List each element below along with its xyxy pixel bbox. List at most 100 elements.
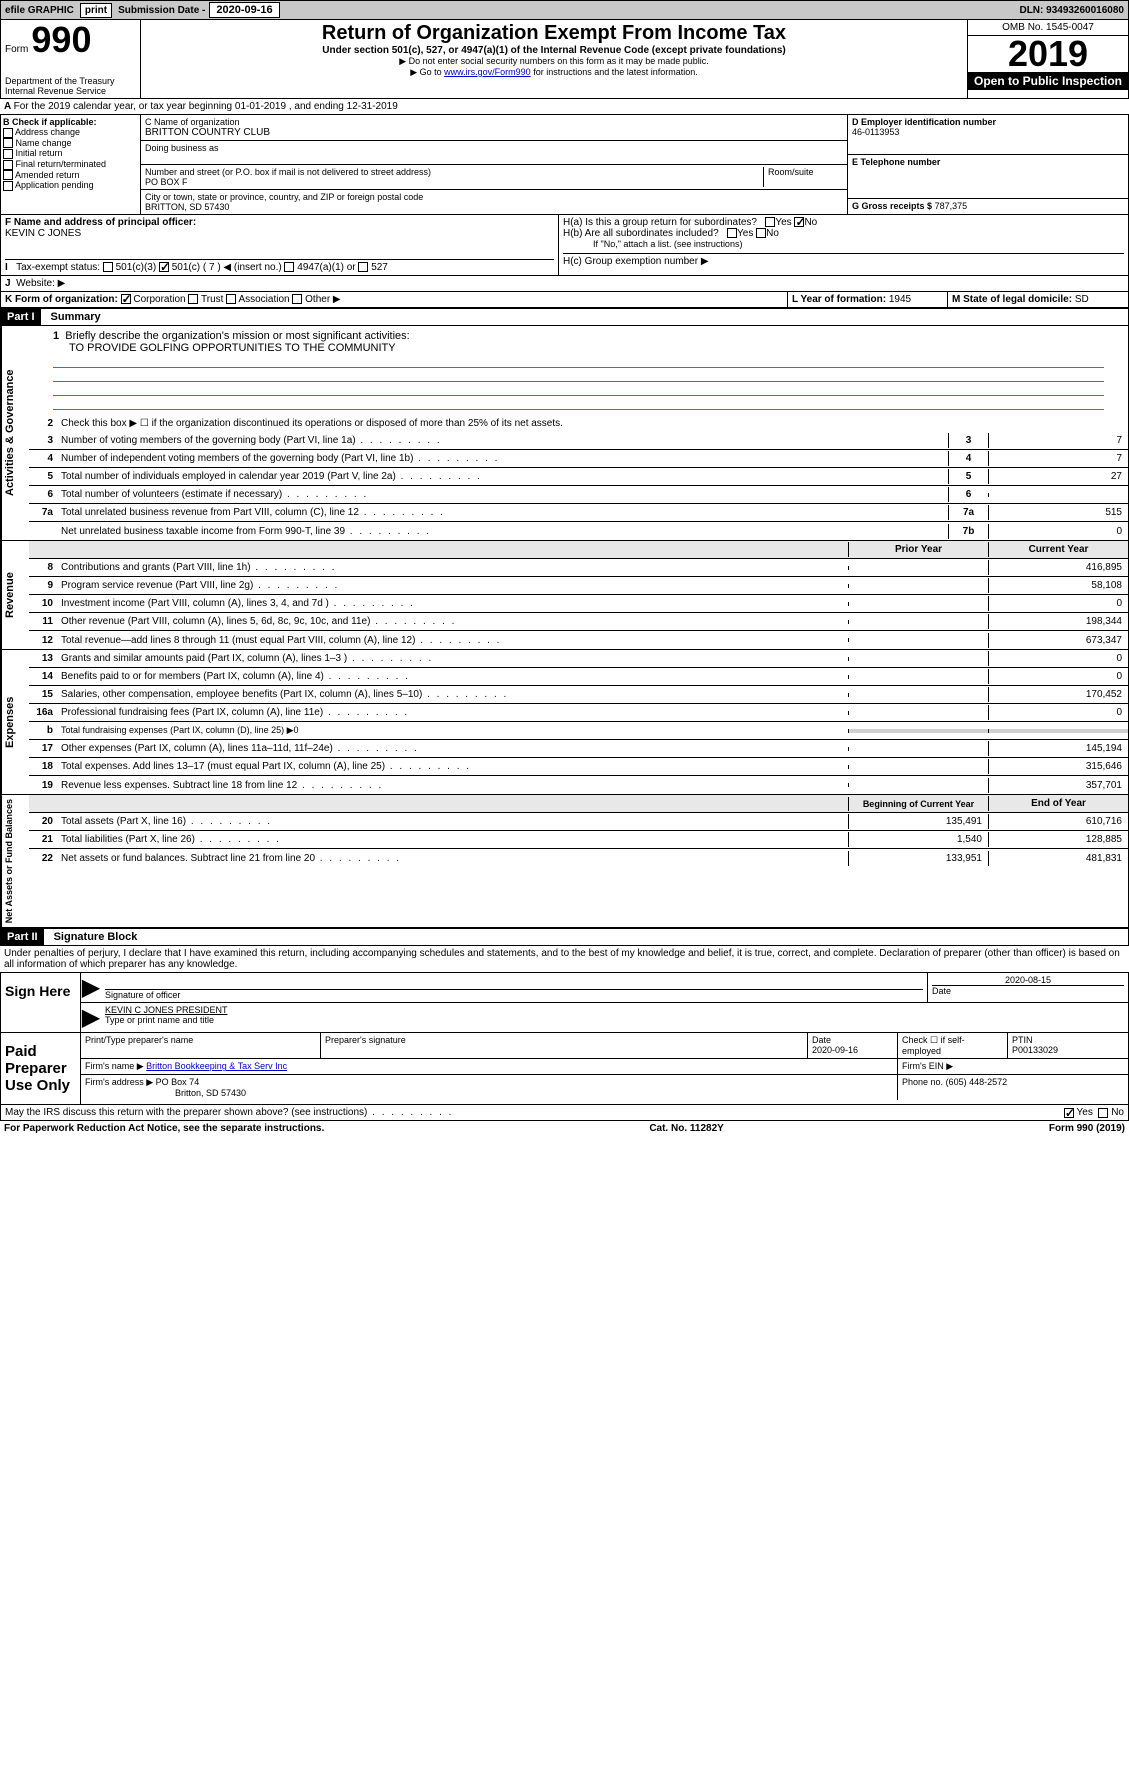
hdr-begin-year: Beginning of Current Year [848,797,988,811]
prep-date: 2020-09-16 [812,1045,893,1055]
ein-value: 46-0113953 [852,127,1124,137]
form-subtitle: Under section 501(c), 527, or 4947(a)(1)… [147,45,961,56]
firm-name-label: Firm's name ▶ [85,1061,144,1071]
vlabel-revenue: Revenue [1,541,29,649]
open-public: Open to Public Inspection [968,72,1128,90]
sig-date-label: Date [932,985,1124,996]
form-note-2: ▶ Go to www.irs.gov/Form990 for instruct… [147,67,961,78]
form-org-label: K Form of organization: [5,294,118,305]
line-a-period: A For the 2019 calendar year, or tax yea… [0,98,1129,114]
chk-other[interactable] [292,294,302,304]
chk-ha-yes[interactable] [765,217,775,227]
ptin-label: PTIN [1012,1035,1124,1045]
org-name: BRITTON COUNTRY CLUB [145,127,843,138]
gross-receipts-value: 787,375 [935,201,968,211]
chk-discuss-yes[interactable] [1064,1108,1074,1118]
city-label: City or town, state or province, country… [145,192,843,202]
prep-name-label: Print/Type preparer's name [81,1033,321,1058]
prep-sig-label: Preparer's signature [321,1033,808,1058]
chk-name-change[interactable]: Name change [3,138,138,149]
chk-final-return[interactable]: Final return/terminated [3,159,138,170]
chk-initial-return[interactable]: Initial return [3,148,138,159]
part1-label: Part I [1,309,41,325]
exp-row: 19 Revenue less expenses. Subtract line … [29,776,1128,794]
form-number: 990 [31,19,91,60]
perjury-statement: Under penalties of perjury, I declare th… [0,946,1129,972]
footer-form: Form 990 (2019) [1049,1123,1125,1134]
footer-cat: Cat. No. 11282Y [649,1123,723,1134]
part2-title: Signature Block [44,931,138,943]
form-title: Return of Organization Exempt From Incom… [147,22,961,45]
gov-row: 4 Number of independent voting members o… [29,450,1128,468]
exp-row: 18 Total expenses. Add lines 13–17 (must… [29,758,1128,776]
form-note-1: ▶ Do not enter social security numbers o… [147,56,961,67]
addr-label: Number and street (or P.O. box if mail i… [145,167,763,177]
chk-ha-no[interactable] [794,217,804,227]
rev-row: 9 Program service revenue (Part VIII, li… [29,577,1128,595]
chk-discuss-no[interactable] [1098,1108,1108,1118]
addr-value: PO BOX F [145,177,763,187]
chk-527[interactable] [358,262,368,272]
footer-pra: For Paperwork Reduction Act Notice, see … [4,1123,324,1134]
q1-answer: TO PROVIDE GOLFING OPPORTUNITIES TO THE … [33,342,1124,354]
tax-exempt-label: Tax-exempt status: [16,262,100,273]
chk-application-pending[interactable]: Application pending [3,180,138,191]
website-label: Website: ▶ [16,278,65,289]
firm-city: Britton, SD 57430 [85,1088,246,1098]
phone-label: E Telephone number [852,157,1124,167]
chk-amended-return[interactable]: Amended return [3,170,138,181]
chk-501c[interactable] [159,262,169,272]
h-a: H(a) Is this a group return for subordin… [563,217,1124,228]
chk-4947[interactable] [284,262,294,272]
q1-text: Briefly describe the organization's miss… [65,330,409,342]
tax-year: 2019 [968,36,1128,72]
domicile-label: M State of legal domicile: [952,294,1072,305]
submission-date: 2020-09-16 [209,2,279,18]
sig-date: 2020-08-15 [932,975,1124,985]
chk-assoc[interactable] [226,294,236,304]
paid-preparer-label: Paid Preparer Use Only [1,1033,81,1104]
net-row: 21 Total liabilities (Part X, line 26) 1… [29,831,1128,849]
chk-hb-no[interactable] [756,228,766,238]
year-formation: 1945 [889,294,911,305]
chk-self-employed[interactable]: Check ☐ if self-employed [898,1033,1008,1058]
h-b-note: If "No," attach a list. (see instruction… [563,239,1124,249]
city-value: BRITTON, SD 57430 [145,202,843,212]
section-fh: F Name and address of principal officer:… [0,215,1129,276]
sign-here-label: Sign Here [1,973,81,1032]
hdr-end-year: End of Year [988,796,1128,811]
firm-addr: PO Box 74 [156,1077,200,1087]
chk-trust[interactable] [188,294,198,304]
print-button[interactable]: print [80,3,112,18]
gross-receipts-label: G Gross receipts $ [852,201,932,211]
exp-row: 13 Grants and similar amounts paid (Part… [29,650,1128,668]
part2-label: Part II [1,929,44,945]
gov-row: 6 Total number of volunteers (estimate i… [29,486,1128,504]
vlabel-net-assets: Net Assets or Fund Balances [1,795,29,927]
exp-row: 16a Professional fundraising fees (Part … [29,704,1128,722]
dba-label: Doing business as [145,143,843,153]
chk-501c3[interactable] [103,262,113,272]
chk-address-change[interactable]: Address change [3,127,138,138]
chk-corp[interactable] [121,294,131,304]
irs-link[interactable]: www.irs.gov/Form990 [444,67,531,77]
gov-row: Net unrelated business taxable income fr… [29,522,1128,540]
hdr-prior-year: Prior Year [848,542,988,557]
part1-title: Summary [41,311,101,323]
firm-name[interactable]: Britton Bookkeeping & Tax Serv Inc [146,1061,287,1071]
form-prefix: Form [5,44,28,55]
gov-row: 7a Total unrelated business revenue from… [29,504,1128,522]
q2-text: Check this box ▶ ☐ if the organization d… [57,416,1128,431]
ein-label: D Employer identification number [852,117,1124,127]
section-bcde: B Check if applicable: Address change Na… [0,114,1129,215]
vlabel-governance: Activities & Governance [1,326,29,540]
dept-irs: Internal Revenue Service [5,86,136,96]
chk-hb-yes[interactable] [727,228,737,238]
rev-row: 12 Total revenue—add lines 8 through 11 … [29,631,1128,649]
exp-row: 14 Benefits paid to or for members (Part… [29,668,1128,686]
dln-label: DLN: 93493260016080 [1015,5,1128,16]
hdr-current-year: Current Year [988,542,1128,557]
top-bar: efile GRAPHIC print Submission Date - 20… [0,0,1129,20]
ptin-value: P00133029 [1012,1045,1124,1055]
rev-row: 11 Other revenue (Part VIII, column (A),… [29,613,1128,631]
